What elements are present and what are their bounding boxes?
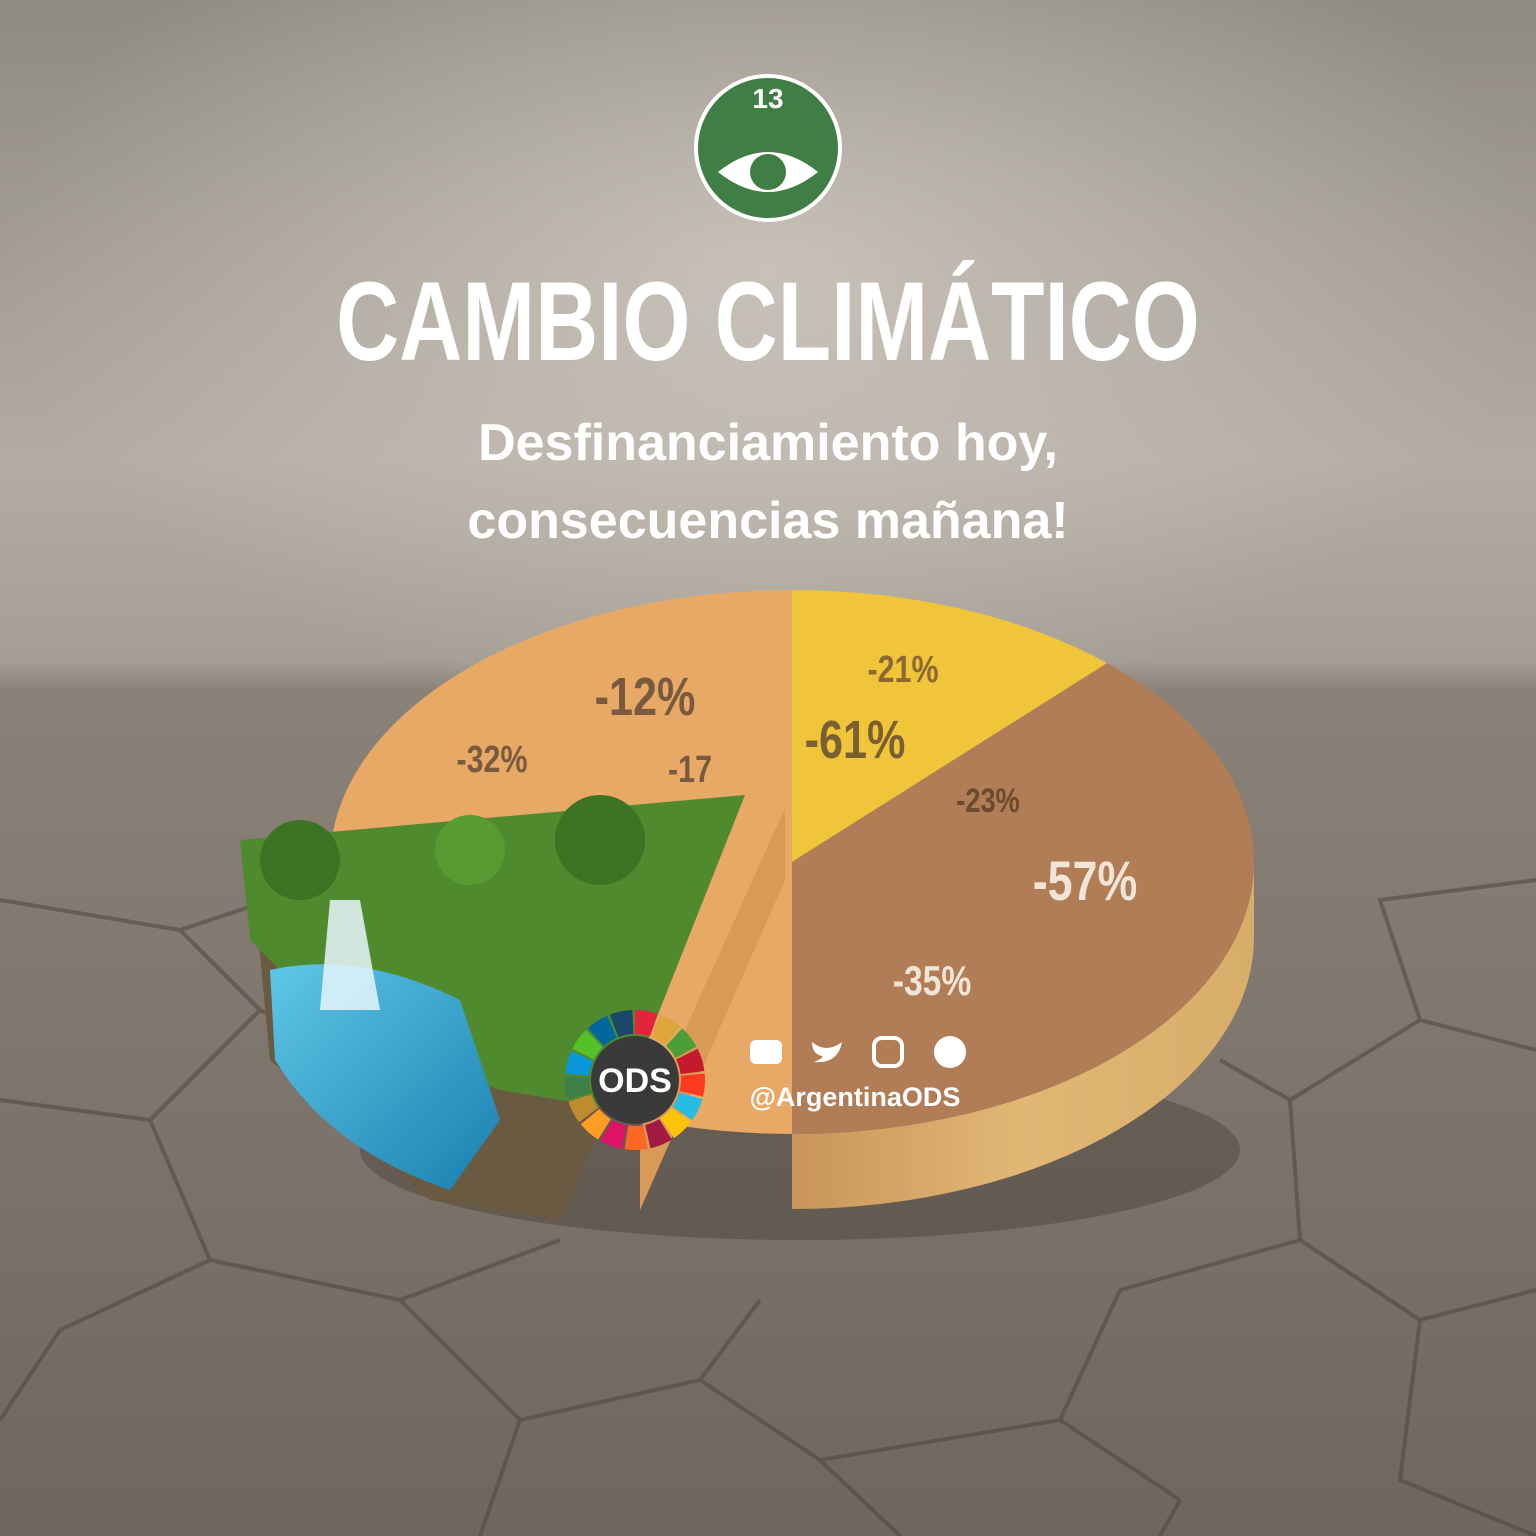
slice-waterfall	[320, 900, 380, 1010]
subtitle-line: consecuencias mañana!	[467, 492, 1068, 550]
ods-ring-segment	[600, 1119, 627, 1149]
instagram-icon[interactable]	[872, 1036, 904, 1068]
badge-number: 13	[752, 83, 783, 114]
ods-ring-segment	[565, 1051, 594, 1076]
pie-side	[792, 862, 1254, 1209]
ods-ring-segment	[660, 1107, 691, 1139]
pie-sector-yellow	[792, 590, 1108, 862]
youtube-icon[interactable]	[750, 1040, 782, 1064]
pie-label: -21%	[868, 649, 939, 691]
badge-globe	[750, 154, 786, 190]
ods-ring-segment	[568, 1094, 599, 1123]
pie-label: -61%	[805, 711, 906, 771]
pie-label: -23%	[956, 781, 1019, 820]
slice-bush	[555, 795, 645, 885]
pie-sector-brown	[792, 663, 1254, 1134]
pie-cut-wall	[640, 808, 785, 1210]
ods-ring-segment	[635, 1010, 658, 1037]
ods-ring-segment	[564, 1076, 591, 1100]
pie-label: -17	[668, 749, 712, 791]
pie-label: -32%	[457, 739, 528, 781]
pie-label: -12%	[595, 668, 696, 728]
subtitle-line: Desfinanciamiento hoy,	[478, 414, 1058, 472]
ods-ring-segment	[676, 1048, 705, 1075]
ods-logo: ODS	[564, 1010, 705, 1150]
slice-bush	[435, 815, 505, 885]
ods-ring-segment	[572, 1030, 603, 1060]
ods-ring-segment	[672, 1092, 703, 1121]
pie-labels: -21% -12% -32% -17 -61% -23% -57% -35%	[457, 649, 1138, 1005]
ods-ring-segment	[645, 1119, 672, 1149]
badge-circle	[694, 74, 842, 222]
title: CAMBIO CLIMÁTICO	[336, 260, 1200, 385]
ods-ring-segment	[665, 1028, 697, 1058]
ods-ring-segment	[679, 1073, 705, 1097]
ods-logo-text: ODS	[598, 1062, 672, 1100]
ods-ring-segment	[587, 1015, 617, 1047]
ods-center	[591, 1036, 679, 1124]
twitter-icon[interactable]	[812, 1042, 842, 1063]
social-icons	[750, 1036, 966, 1068]
slice-water	[270, 964, 500, 1190]
facebook-icon[interactable]	[934, 1036, 966, 1068]
pie-label: -57%	[1033, 849, 1138, 912]
ods-ring-segment	[580, 1109, 611, 1140]
slice-bush	[260, 820, 340, 900]
sdg-badge: 13	[694, 74, 842, 222]
ods-ring-segment	[651, 1014, 681, 1045]
ods-ring-segment	[624, 1125, 648, 1150]
ods-ring-segment	[609, 1010, 634, 1038]
pie-label: -35%	[893, 959, 971, 1005]
social-handle: @ArgentinaODS	[750, 1082, 961, 1112]
